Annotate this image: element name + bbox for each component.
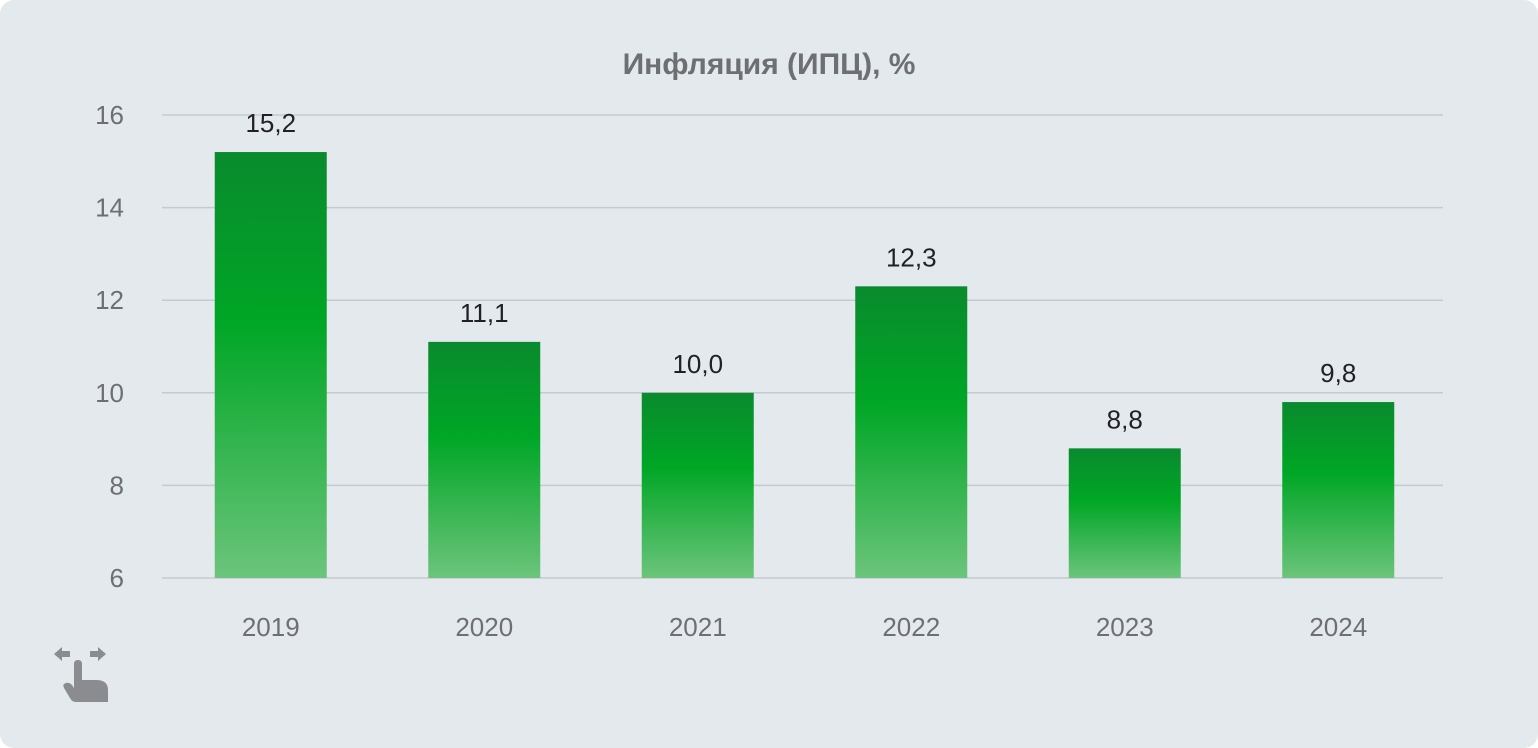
- bar[interactable]: [641, 392, 754, 578]
- chart-title: Инфляция (ИПЦ), %: [622, 48, 916, 81]
- x-tick-label: 2024: [1309, 612, 1367, 642]
- x-tick-label: 2023: [1096, 612, 1154, 642]
- y-tick-label: 12: [95, 285, 124, 315]
- y-tick-label: 16: [95, 100, 124, 130]
- x-tick-label: 2019: [242, 612, 300, 642]
- bar-value-label: 8,8: [1107, 404, 1143, 434]
- label-layer: 6 8 10 12 14 16 15,2 2019 11,1 2020 10,0 2021 12,3 20…: [95, 100, 1367, 642]
- bar[interactable]: [855, 286, 968, 578]
- bar[interactable]: [1068, 448, 1181, 578]
- y-tick-label: 10: [95, 378, 124, 408]
- swipe-horizontal-icon: [54, 647, 108, 702]
- x-tick-label: 2022: [882, 612, 940, 642]
- y-tick-label: 14: [95, 193, 124, 223]
- bar-value-label: 11,1: [460, 298, 509, 328]
- bar-layer: [214, 152, 1395, 579]
- y-tick-label: 6: [110, 563, 124, 593]
- bar-value-label: 9,8: [1320, 358, 1356, 388]
- y-tick-label: 8: [110, 470, 124, 500]
- bar-value-label: 12,3: [886, 242, 937, 272]
- bar[interactable]: [1282, 402, 1395, 578]
- x-tick-label: 2020: [455, 612, 513, 642]
- bar[interactable]: [214, 152, 327, 579]
- bar-value-label: 10,0: [672, 349, 723, 379]
- x-tick-label: 2021: [669, 612, 727, 642]
- grid-layer: [162, 114, 1443, 579]
- bar-value-label: 15,2: [245, 108, 296, 138]
- bar[interactable]: [428, 341, 541, 578]
